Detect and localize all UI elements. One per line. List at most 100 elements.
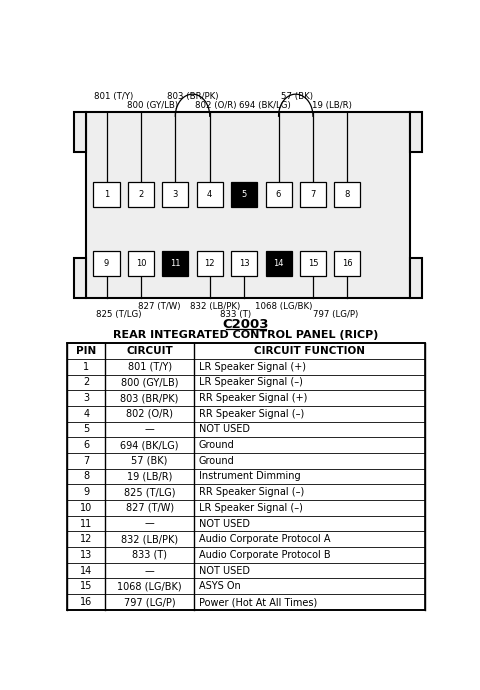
Text: 7: 7 (310, 190, 316, 199)
Text: 13: 13 (80, 550, 92, 560)
Text: 803 (BR/PK): 803 (BR/PK) (168, 92, 219, 101)
Text: REAR INTEGRATED CONTROL PANEL (RICP): REAR INTEGRATED CONTROL PANEL (RICP) (113, 330, 379, 340)
Bar (410, 258, 421, 298)
Text: 1068 (LG/BK): 1068 (LG/BK) (255, 302, 312, 310)
Text: LR Speaker Signal (–): LR Speaker Signal (–) (199, 377, 302, 387)
Text: 12: 12 (204, 259, 215, 268)
Bar (265, 250, 291, 276)
Text: 13: 13 (239, 259, 250, 268)
Text: LR Speaker Signal (+): LR Speaker Signal (+) (199, 362, 306, 372)
Text: 832 (LB/PK): 832 (LB/PK) (121, 534, 178, 544)
Text: 3: 3 (83, 393, 89, 403)
Text: 14: 14 (273, 259, 284, 268)
Bar (128, 181, 154, 207)
Text: CIRCUIT: CIRCUIT (126, 346, 173, 356)
Bar (300, 250, 326, 276)
Text: 16: 16 (80, 597, 92, 607)
Text: 797 (LG/P): 797 (LG/P) (313, 310, 359, 319)
Text: CIRCUIT FUNCTION: CIRCUIT FUNCTION (254, 346, 365, 356)
Text: 3: 3 (173, 190, 178, 199)
Text: NOT USED: NOT USED (199, 424, 250, 435)
Text: 825 (T/LG): 825 (T/LG) (124, 487, 175, 497)
Text: 2: 2 (83, 377, 89, 387)
Text: LR Speaker Signal (–): LR Speaker Signal (–) (199, 503, 302, 513)
Bar (231, 181, 257, 207)
Text: PIN: PIN (76, 346, 96, 356)
Text: —: — (144, 519, 155, 529)
Bar (335, 250, 360, 276)
Text: 825 (T/LG): 825 (T/LG) (96, 310, 142, 319)
Text: 803 (BR/PK): 803 (BR/PK) (120, 393, 179, 403)
Bar (86, 112, 409, 298)
Bar (74, 112, 86, 152)
Text: Audio Corporate Protocol B: Audio Corporate Protocol B (199, 550, 330, 560)
Text: —: — (144, 424, 155, 435)
Text: 4: 4 (207, 190, 212, 199)
Text: 8: 8 (83, 471, 89, 482)
Text: NOT USED: NOT USED (199, 519, 250, 529)
Text: Audio Corporate Protocol A: Audio Corporate Protocol A (199, 534, 330, 544)
Text: 16: 16 (342, 259, 353, 268)
Bar (231, 250, 257, 276)
Text: 10: 10 (80, 503, 92, 513)
Text: RR Speaker Signal (–): RR Speaker Signal (–) (199, 487, 304, 497)
Text: 801 (T/Y): 801 (T/Y) (94, 92, 133, 101)
Text: 4: 4 (83, 408, 89, 419)
Text: 800 (GY/LB): 800 (GY/LB) (127, 101, 178, 110)
Text: 801 (T/Y): 801 (T/Y) (128, 362, 172, 372)
Text: 1: 1 (104, 190, 109, 199)
Bar (335, 181, 360, 207)
Text: C2003: C2003 (223, 317, 269, 331)
Text: 797 (LG/P): 797 (LG/P) (124, 597, 175, 607)
Text: 11: 11 (80, 519, 92, 529)
Text: 6: 6 (276, 190, 281, 199)
Text: NOT USED: NOT USED (199, 566, 250, 575)
Text: 833 (T): 833 (T) (132, 550, 167, 560)
Text: 15: 15 (80, 581, 92, 591)
Text: 9: 9 (83, 487, 89, 497)
Text: 1: 1 (83, 362, 89, 372)
Bar (197, 250, 223, 276)
Text: 2: 2 (138, 190, 144, 199)
Text: 15: 15 (308, 259, 318, 268)
Text: 19 (LB/R): 19 (LB/R) (312, 101, 352, 110)
Bar (128, 250, 154, 276)
Text: 827 (T/W): 827 (T/W) (138, 302, 181, 310)
Text: 12: 12 (80, 534, 92, 544)
Bar (67, 343, 424, 610)
Text: 11: 11 (170, 259, 180, 268)
Bar (265, 181, 291, 207)
Text: 694 (BK/LG): 694 (BK/LG) (240, 101, 291, 110)
Text: 7: 7 (83, 456, 89, 466)
Bar (197, 181, 223, 207)
Text: 6: 6 (83, 440, 89, 450)
Text: RR Speaker Signal (–): RR Speaker Signal (–) (199, 408, 304, 419)
Bar (300, 181, 326, 207)
Text: 10: 10 (136, 259, 146, 268)
Text: 19 (LB/R): 19 (LB/R) (127, 471, 172, 482)
Text: RR Speaker Signal (+): RR Speaker Signal (+) (199, 393, 307, 403)
Text: 802 (O/R): 802 (O/R) (126, 408, 173, 419)
Text: 694 (BK/LG): 694 (BK/LG) (120, 440, 179, 450)
Text: Ground: Ground (199, 440, 234, 450)
Text: 1068 (LG/BK): 1068 (LG/BK) (117, 581, 182, 591)
Text: 5: 5 (83, 424, 89, 435)
Bar (162, 250, 188, 276)
Text: ASYS On: ASYS On (199, 581, 240, 591)
Text: 827 (T/W): 827 (T/W) (125, 503, 174, 513)
Text: 57 (BK): 57 (BK) (132, 456, 168, 466)
Text: Instrument Dimming: Instrument Dimming (199, 471, 300, 482)
Bar (410, 112, 421, 152)
Text: Power (Hot At All Times): Power (Hot At All Times) (199, 597, 317, 607)
Text: 9: 9 (104, 259, 109, 268)
Bar (94, 250, 120, 276)
Bar (94, 181, 120, 207)
Text: Ground: Ground (199, 456, 234, 466)
Text: 833 (T): 833 (T) (220, 310, 251, 319)
Bar (162, 181, 188, 207)
Text: 57 (BK): 57 (BK) (281, 92, 313, 101)
Text: 832 (LB/PK): 832 (LB/PK) (191, 302, 240, 310)
Text: 802 (O/R): 802 (O/R) (195, 101, 236, 110)
Text: 800 (GY/LB): 800 (GY/LB) (121, 377, 179, 387)
Bar (74, 258, 86, 298)
